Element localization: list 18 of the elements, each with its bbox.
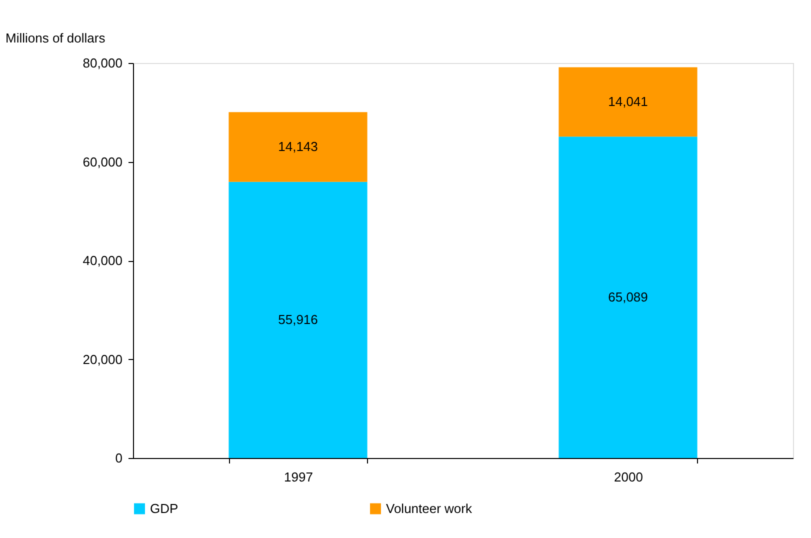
y-tick-label: 80,000 (82, 56, 122, 70)
legend-label: GDP (150, 500, 178, 516)
x-tick-label: 1997 (284, 470, 313, 484)
y-tick-label: 20,000 (82, 352, 122, 367)
bar (558, 67, 698, 137)
bar (228, 182, 368, 458)
bar (228, 112, 368, 182)
y-axis-title: Millions of dollars (6, 30, 106, 46)
y-tick-label: 40,000 (82, 253, 122, 268)
y-tick-label: 60,000 (82, 154, 122, 170)
data-label: 65,089 (608, 289, 648, 304)
legend-label: Volunteer work (386, 500, 472, 516)
bar (558, 136, 698, 458)
y-tick-label: 0 (115, 450, 122, 466)
x-tick-label: 2000 (614, 470, 643, 484)
data-label: 14,143 (278, 139, 318, 154)
data-label: 55,916 (278, 312, 318, 327)
data-label: 14,041 (608, 94, 648, 109)
